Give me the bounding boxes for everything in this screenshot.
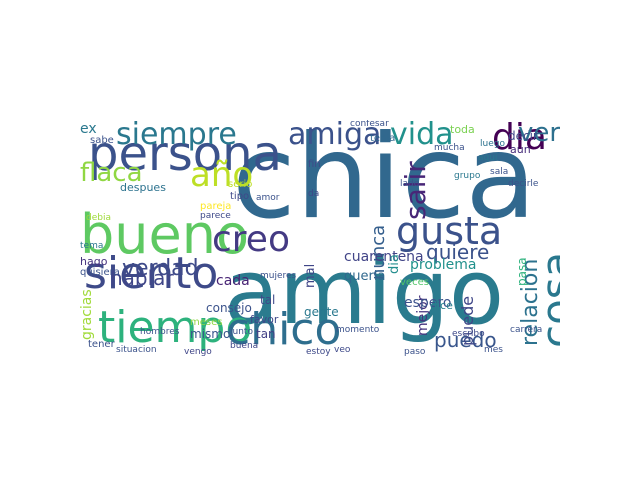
word-cloud: chica amigo bueno persona tiempo chico s…	[80, 120, 560, 360]
cloud-word: salir	[399, 161, 432, 220]
cloud-word: vida	[390, 120, 454, 152]
cloud-word: estoy	[306, 347, 331, 357]
cloud-word: mal	[303, 263, 318, 288]
cloud-word: flaca	[80, 158, 143, 188]
cloud-word: buena	[230, 341, 259, 351]
cloud-word: ver	[518, 120, 560, 148]
cloud-word: lado	[400, 179, 420, 189]
cloud-word: debia	[86, 213, 111, 223]
cloud-word: consejo	[206, 301, 252, 315]
cloud-word: tipo	[230, 191, 250, 202]
cloud-word: confesar	[350, 120, 389, 129]
cloud-word: bueno	[80, 203, 249, 266]
cloud-word: amiga	[288, 120, 382, 152]
cloud-word: chico	[226, 304, 342, 355]
cloud-word: tenia	[370, 133, 396, 144]
cloud-word: dia	[492, 120, 547, 158]
cloud-word: cada	[216, 273, 250, 289]
cloud-word: aun	[510, 143, 531, 156]
cloud-word: tema	[80, 241, 104, 251]
cloud-word: tal	[260, 293, 276, 307]
cloud-word: luego	[480, 139, 505, 149]
cloud-word: puedo	[434, 328, 497, 352]
cloud-word: siento	[84, 248, 219, 299]
cloud-word: escribo	[452, 329, 485, 339]
cloud-word: meses	[190, 317, 223, 328]
cloud-word: creo	[212, 219, 290, 260]
cloud-word: gracias	[80, 289, 95, 340]
cloud-word: parece	[200, 211, 231, 221]
cloud-word: hablar	[110, 266, 174, 290]
cloud-word: situacion	[116, 345, 157, 355]
cloud-word: paso	[404, 347, 426, 357]
cloud-word: mujeres	[260, 271, 297, 281]
cloud-word: hago	[80, 255, 108, 268]
cloud-word: vengo	[184, 347, 212, 357]
cloud-word: amigo	[224, 240, 505, 345]
cloud-word: chica	[232, 120, 537, 245]
cloud-word: tener	[88, 339, 115, 350]
cloud-word: decir	[508, 129, 538, 143]
cloud-word: siempre	[116, 120, 237, 152]
cloud-word: sabe	[90, 135, 114, 146]
cloud-word: quiere	[426, 240, 490, 264]
cloud-word: serio	[228, 179, 253, 190]
cloud-word: aqui	[478, 153, 498, 163]
cloud-word: carrera	[510, 325, 543, 335]
cloud-word: pasa	[515, 257, 529, 286]
cloud-word: fin	[308, 159, 321, 170]
cloud-word: verdad	[122, 256, 199, 281]
cloud-word: gusta	[396, 209, 503, 253]
cloud-word: gente	[304, 305, 339, 319]
cloud-word: hombres	[140, 327, 180, 337]
cloud-word: despues	[120, 181, 166, 194]
cloud-word: toda	[450, 123, 475, 136]
cloud-word: quisiera	[80, 267, 120, 278]
cloud-word: sala	[490, 167, 509, 177]
cloud-word: mucha	[434, 143, 465, 153]
cloud-word: queria	[344, 269, 386, 284]
cloud-word: dice	[430, 299, 453, 312]
cloud-word: da	[308, 189, 320, 199]
cloud-word: tiempo	[98, 302, 253, 353]
cloud-word: amor	[256, 193, 280, 203]
cloud-word: veces	[400, 277, 429, 288]
cloud-word: favor	[250, 313, 279, 326]
cloud-word: tan	[256, 327, 276, 341]
cloud-word: persona	[88, 126, 282, 182]
cloud-word: año	[190, 155, 254, 195]
cloud-word: mes	[484, 345, 503, 355]
cloud-word: junto	[230, 327, 253, 337]
cloud-word: ex	[80, 121, 97, 137]
cloud-word: mismo	[190, 327, 231, 341]
cloud-word: pareja	[200, 201, 232, 212]
cloud-word: problema	[410, 257, 477, 273]
cloud-word: grupo	[454, 171, 481, 181]
cloud-word: decirle	[508, 179, 539, 189]
cloud-word: cuarentena	[344, 249, 424, 265]
cloud-word: espero	[404, 295, 452, 311]
cloud-word: dia	[387, 254, 402, 274]
cloud-word: momento	[336, 325, 380, 335]
cloud-word: veo	[334, 345, 351, 355]
